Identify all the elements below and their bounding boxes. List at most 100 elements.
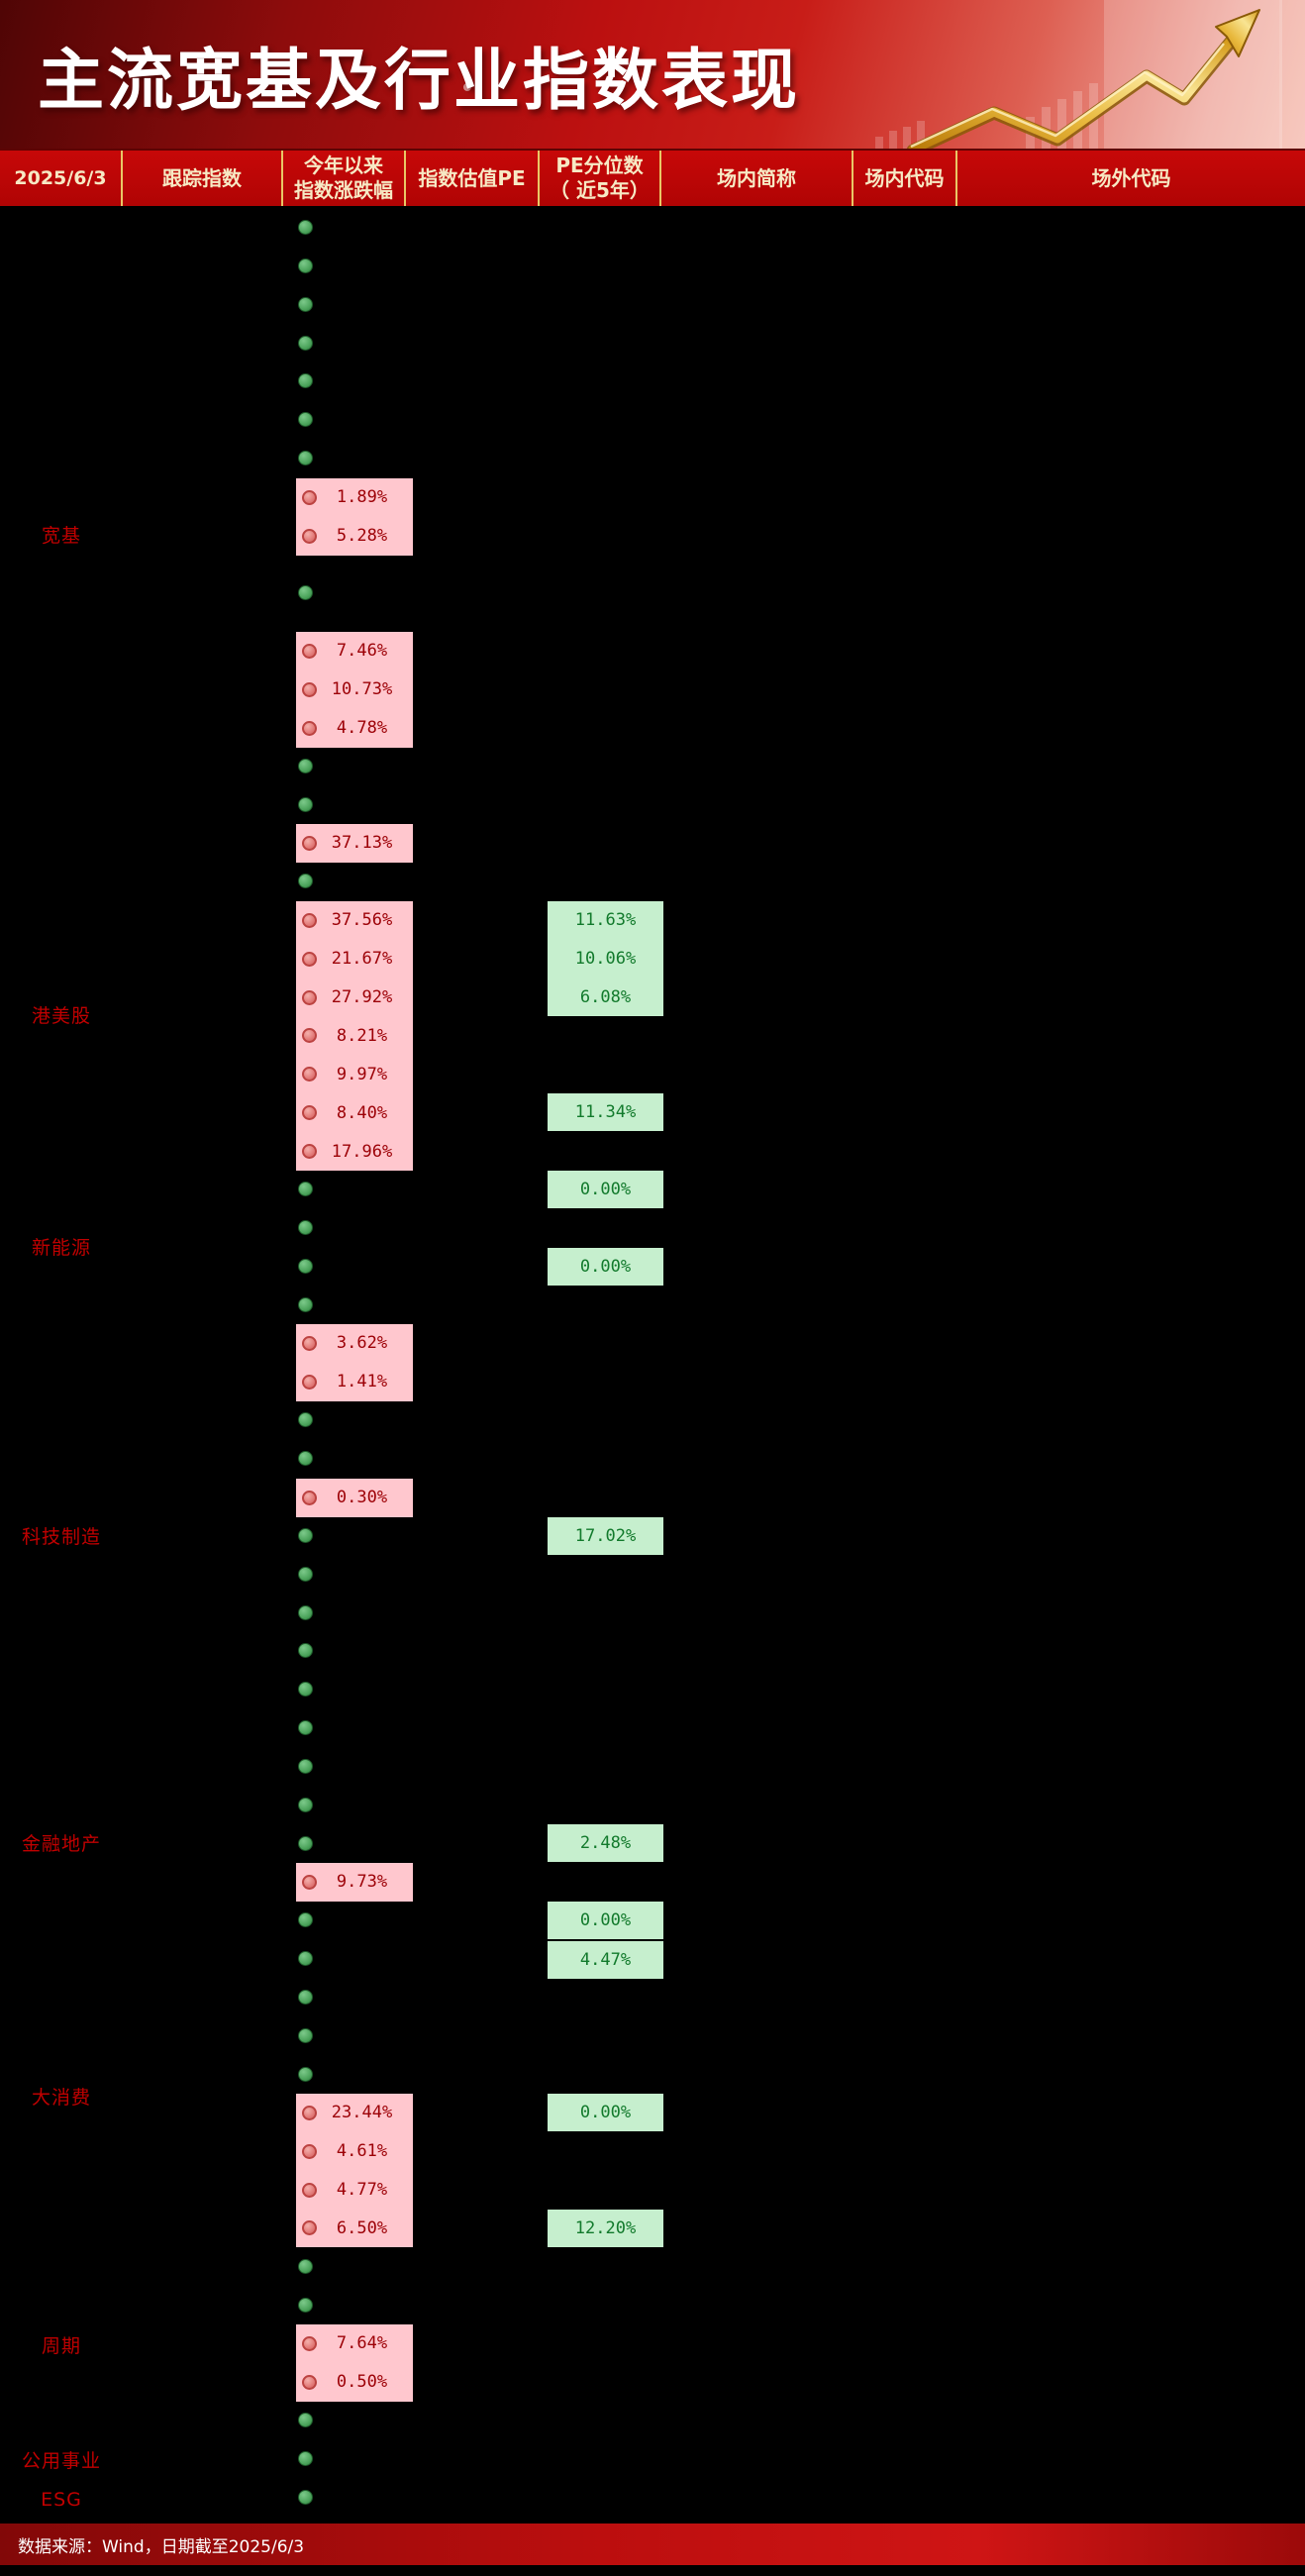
gain-indicator-icon [298, 451, 313, 465]
pe-percentile-cell: 0.00% [548, 1171, 663, 1209]
loss-indicator-icon [302, 1374, 317, 1390]
header-cell-tracked-index: 跟踪指数 [123, 151, 283, 206]
loss-value-cell: 21.67% [296, 940, 413, 979]
gain-indicator-icon [298, 1990, 313, 2005]
header-cell-onmarket-name: 场内简称 [661, 151, 853, 206]
ytd-change-value: 6.50% [336, 2217, 388, 2238]
pe-percentile-value: 17.02% [574, 1526, 637, 1547]
ytd-change-value: 37.56% [331, 910, 393, 931]
gain-indicator-icon [298, 1759, 313, 1774]
pe-percentile-cell-group: 12.20% [548, 2210, 663, 2247]
loss-value-cell: 6.50% [296, 2210, 413, 2248]
loss-value-cell: 4.77% [296, 2171, 413, 2210]
loss-cell-group: 3.62% 1.41% [296, 1324, 413, 1401]
loss-indicator-icon [302, 2335, 317, 2351]
pe-percentile-cell: 0.00% [548, 1902, 663, 1940]
header-cell-date: 2025/6/3 [0, 151, 123, 206]
gain-indicator-icon [298, 1567, 313, 1582]
ytd-change-value: 0.30% [336, 1488, 388, 1508]
loss-value-cell: 8.21% [296, 1017, 413, 1056]
pe-percentile-value: 11.63% [574, 910, 637, 931]
loss-indicator-icon [302, 951, 317, 967]
pe-percentile-value: 4.47% [579, 1950, 632, 1971]
pe-percentile-cell-group: 11.34% [548, 1093, 663, 1131]
gain-indicator-icon [298, 373, 313, 388]
loss-indicator-icon [302, 989, 317, 1005]
ytd-change-value: 23.44% [331, 2103, 393, 2123]
gain-indicator-icon [298, 1798, 313, 1812]
loss-cell-group: 0.30% [296, 1479, 413, 1517]
pe-percentile-value: 11.34% [574, 1102, 637, 1123]
category-label: 港美股 [31, 1005, 91, 1027]
ytd-change-value: 7.64% [336, 2333, 388, 2354]
pe-percentile-value: 12.20% [574, 2218, 637, 2239]
ytd-change-value: 27.92% [331, 987, 393, 1008]
loss-indicator-icon [302, 2220, 317, 2236]
loss-indicator-icon [302, 1028, 317, 1044]
loss-indicator-icon [302, 1335, 317, 1351]
pe-percentile-cell-group: 0.00% [548, 2094, 663, 2131]
header-cell-index-pe: 指数估值PE [406, 151, 540, 206]
loss-value-cell: 9.73% [296, 1863, 413, 1902]
pe-percentile-value: 0.00% [579, 2103, 632, 2123]
loss-value-cell: 3.62% [296, 1324, 413, 1363]
header-cell-pe-percentile: PE分位数 （ 近5年） [540, 151, 661, 206]
gain-indicator-icon [298, 1643, 313, 1658]
loss-indicator-icon [302, 643, 317, 659]
pe-percentile-cell: 11.63% [548, 901, 663, 940]
gain-indicator-icon [298, 1682, 313, 1697]
gain-indicator-icon [298, 297, 313, 312]
ytd-change-value: 10.73% [331, 679, 393, 700]
ytd-change-value: 9.97% [336, 1064, 388, 1084]
gain-indicator-icon [298, 797, 313, 812]
loss-value-cell: 9.97% [296, 1055, 413, 1093]
ytd-change-value: 21.67% [331, 949, 393, 970]
loss-indicator-icon [302, 681, 317, 697]
category-label: 公用事业 [21, 2450, 101, 2472]
gain-indicator-icon [298, 412, 313, 427]
pe-percentile-cell-group: 0.00% [548, 1171, 663, 1208]
loss-value-cell: 27.92% [296, 979, 413, 1017]
pe-percentile-cell: 11.34% [548, 1093, 663, 1132]
header-cell-onmarket-code: 场内代码 [853, 151, 957, 206]
loss-indicator-icon [302, 835, 317, 851]
ytd-change-value: 5.28% [336, 526, 388, 547]
gain-indicator-icon [298, 1220, 313, 1235]
ytd-change-value: 3.62% [336, 1333, 388, 1354]
ytd-change-value: 1.41% [336, 1372, 388, 1392]
loss-indicator-icon [302, 1067, 317, 1082]
loss-value-cell: 4.78% [296, 709, 413, 748]
gain-indicator-icon [298, 2067, 313, 2082]
loss-value-cell: 4.61% [296, 2132, 413, 2171]
gain-indicator-icon [298, 258, 313, 273]
loss-value-cell: 8.40% [296, 1093, 413, 1132]
loss-value-cell: 17.96% [296, 1132, 413, 1171]
pe-percentile-value: 0.00% [579, 1180, 632, 1200]
loss-value-cell: 1.41% [296, 1363, 413, 1401]
pe-percentile-value: 0.00% [579, 1910, 632, 1931]
loss-cell-group: 9.73% [296, 1863, 413, 1902]
loss-indicator-icon [302, 2143, 317, 2159]
pe-percentile-cell-group: 0.00% [548, 1248, 663, 1286]
loss-indicator-icon [302, 1490, 317, 1505]
gain-indicator-icon [298, 759, 313, 773]
pe-percentile-cell: 4.47% [548, 1941, 663, 1980]
loss-value-cell: 37.13% [296, 824, 413, 863]
gain-indicator-icon [298, 2259, 313, 2274]
data-source-note: 数据来源：Wind，日期截至2025/6/3 [18, 2536, 305, 2557]
loss-indicator-icon [302, 912, 317, 928]
loss-cell-group: 1.89% 5.28% [296, 478, 413, 556]
gain-indicator-icon [298, 2028, 313, 2043]
loss-indicator-icon [302, 528, 317, 544]
loss-value-cell: 7.64% [296, 2324, 413, 2363]
category-label: 新能源 [31, 1237, 91, 1259]
header-cell-otc-code: 场外代码 [1091, 165, 1171, 190]
gain-indicator-icon [298, 336, 313, 351]
gain-indicator-icon [298, 1297, 313, 1312]
ytd-change-value: 8.21% [336, 1025, 388, 1046]
ytd-change-value: 4.77% [336, 2180, 388, 2201]
gain-indicator-icon [298, 1605, 313, 1620]
loss-value-cell: 37.56% [296, 901, 413, 940]
